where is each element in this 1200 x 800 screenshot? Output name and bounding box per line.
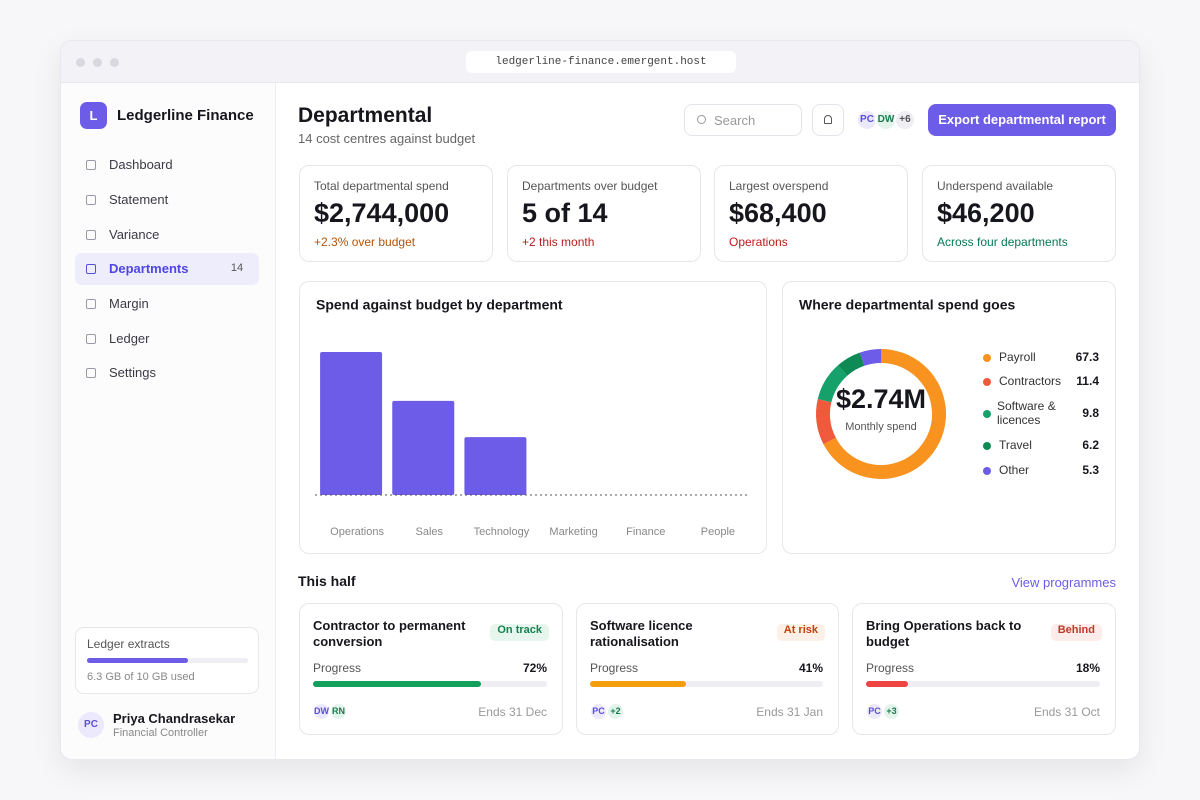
member-avatar: RN — [329, 702, 348, 721]
nav-item[interactable]: Dashboard — [109, 157, 173, 172]
nav-icon — [86, 368, 96, 378]
nav-icon — [86, 230, 96, 240]
programme-title: Contractor to permanent conversion — [313, 618, 466, 649]
user-name: Priya Chandrasekar — [113, 711, 236, 726]
kpi-label: Largest overspend — [729, 179, 829, 193]
nav-item[interactable]: Margin — [109, 296, 149, 311]
status-pill: At risk — [776, 624, 825, 641]
user-role: Financial Controller — [113, 727, 208, 739]
window-dot — [76, 58, 85, 67]
kpi-card — [299, 165, 493, 262]
progress-bar — [590, 681, 686, 687]
progress-value: 18% — [1075, 661, 1100, 675]
member-avatar: +2 — [606, 702, 625, 721]
storage-title: Ledger extracts — [87, 637, 170, 651]
user-avatar: PC — [78, 712, 104, 738]
storage-label: 6.3 GB of 10 GB used — [87, 671, 195, 683]
programme-title: Bring Operations back to budget — [866, 618, 1022, 649]
url: ledgerline-finance.emergent.host — [495, 56, 707, 68]
member-avatar: PC — [589, 702, 608, 721]
page-subtitle: 14 cost centres against budget — [298, 131, 476, 146]
progress-value: 72% — [522, 661, 547, 675]
kpi-note: +2 this month — [522, 235, 595, 249]
bar-chart-card — [299, 281, 767, 554]
progress-bar — [313, 681, 482, 687]
kpi-note: +2.3% over budget — [314, 235, 416, 249]
progress-bar — [866, 681, 909, 687]
donut-chart-card — [782, 281, 1116, 554]
nav-item[interactable]: Settings — [109, 365, 156, 380]
search-icon — [697, 115, 706, 124]
header-avatar: +6 — [894, 109, 916, 131]
progress-label: Progress — [866, 661, 915, 675]
nav-icon — [86, 299, 96, 309]
nav-icon — [86, 160, 96, 170]
kpi-note: Operations — [729, 235, 788, 249]
kpi-card — [714, 165, 908, 262]
kpi-value: $46,200 — [937, 198, 1035, 228]
status-pill: Behind — [1050, 624, 1102, 641]
status-pill: On track — [490, 624, 549, 641]
end-date: Ends 31 Dec — [478, 705, 547, 719]
search-placeholder: Search — [714, 113, 756, 128]
progress-track — [590, 681, 823, 687]
nav-item[interactable]: Ledger — [109, 331, 150, 346]
export-button[interactable]: Export departmental report — [928, 104, 1116, 136]
nav-item[interactable]: Variance — [109, 227, 160, 242]
kpi-value: 5 of 14 — [522, 198, 608, 228]
nav-item[interactable]: Departments — [109, 261, 189, 276]
nav-icon — [86, 195, 96, 205]
kpi-label: Total departmental spend — [314, 179, 449, 193]
page-title: Departmental — [298, 104, 433, 127]
window-dot — [110, 58, 119, 67]
address-bar[interactable]: ledgerline-finance.emergent.host — [466, 51, 736, 73]
progress-value: 41% — [798, 661, 823, 675]
kpi-card — [507, 165, 701, 262]
member-avatar: +3 — [882, 702, 901, 721]
progress-label: Progress — [590, 661, 639, 675]
nav-active-bg — [75, 253, 259, 285]
brand-logo: L — [80, 102, 107, 129]
nav-badge: 14 — [230, 262, 244, 274]
kpi-value: $2,744,000 — [314, 198, 450, 228]
end-date: Ends 31 Jan — [756, 705, 823, 719]
nav-icon — [86, 264, 96, 274]
section-title: This half — [298, 573, 356, 589]
programme-title: Software licence rationalisation — [590, 618, 693, 649]
kpi-card — [922, 165, 1116, 262]
bell-icon — [824, 115, 832, 124]
storage-bar — [87, 658, 189, 663]
end-date: Ends 31 Oct — [1033, 705, 1100, 719]
nav-item[interactable]: Statement — [109, 192, 169, 207]
progress-track — [866, 681, 1100, 687]
progress-label: Progress — [313, 661, 362, 675]
title-bar: ledgerline-finance.emergent.host — [61, 41, 1139, 83]
kpi-label: Departments over budget — [522, 179, 658, 193]
kpi-value: $68,400 — [729, 198, 827, 228]
section-link[interactable]: View programmes — [1011, 575, 1116, 590]
kpi-label: Underspend available — [937, 179, 1054, 193]
kpi-note: Across four departments — [937, 235, 1068, 249]
brand-name: Ledgerline Finance — [117, 107, 254, 124]
window-dot — [93, 58, 102, 67]
nav-icon — [86, 334, 96, 344]
